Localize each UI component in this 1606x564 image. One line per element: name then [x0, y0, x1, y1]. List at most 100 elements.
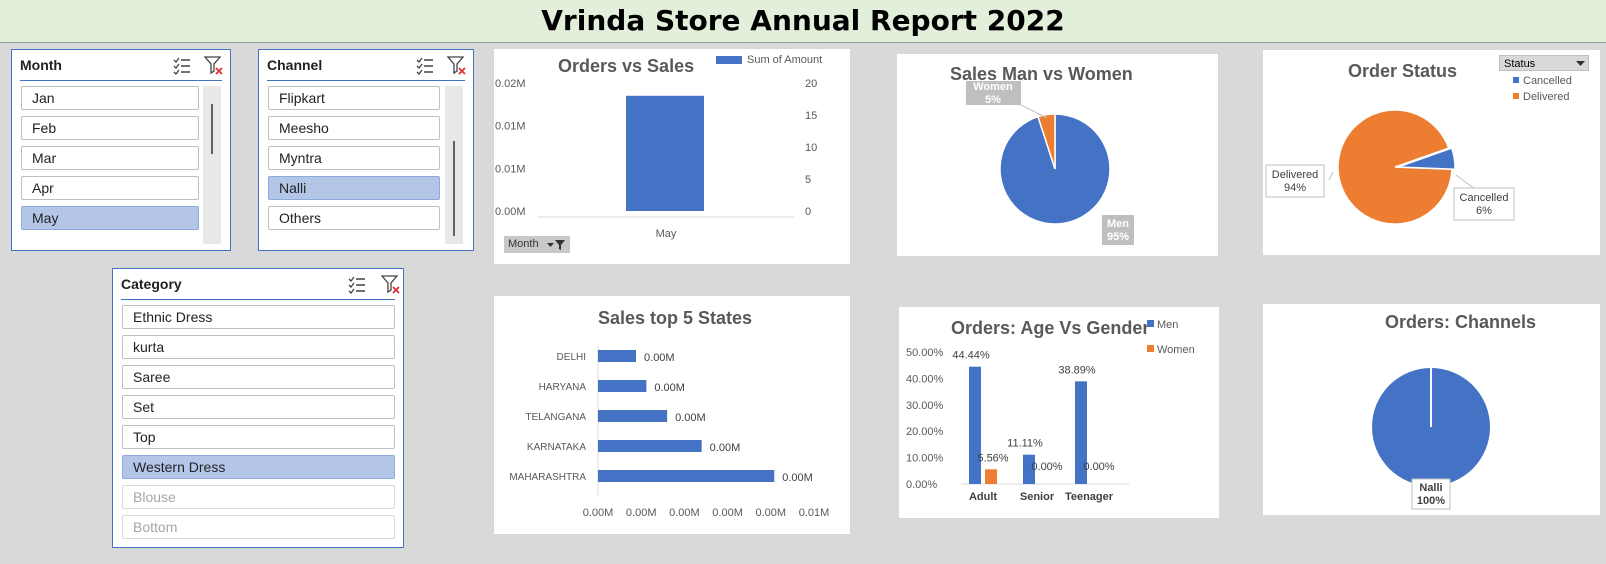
- bar-data-label: 11.11%: [1007, 438, 1043, 450]
- slicer-item-blouse[interactable]: Blouse: [122, 485, 395, 509]
- channel-slicer-items: Flipkart Meesho Myntra Nalli Others: [268, 86, 440, 246]
- x-tick-label: Adult: [969, 491, 997, 503]
- bar-may: [626, 95, 704, 211]
- report-title: Vrinda Store Annual Report 2022: [541, 4, 1065, 37]
- multi-select-icon[interactable]: [347, 274, 367, 294]
- bar-data-label: 0.00%: [1031, 461, 1062, 473]
- state-label: DELHI: [557, 352, 586, 363]
- bar-men-adult: [969, 366, 981, 484]
- channel-slicer[interactable]: Channel Flipkart Meesho Myntra Nalli Others: [258, 49, 474, 251]
- orders-age-gender-chart: Orders: Age Vs Gender Men Women 50.00% 40…: [899, 307, 1219, 518]
- category-slicer[interactable]: Category Ethnic Dress kurta Saree Set Top Wes…: [112, 268, 404, 548]
- dropdown-arrow-icon: [1576, 61, 1585, 66]
- y-tick-left: 0.02M: [495, 78, 526, 90]
- pie-slices: [999, 113, 1111, 225]
- legend-swatch-sum-of-amount: [716, 56, 742, 64]
- x-tick-label: Teenager: [1065, 491, 1114, 503]
- category-slicer-title: Category: [121, 276, 182, 292]
- slicer-item-feb[interactable]: Feb: [21, 116, 199, 140]
- pie-slices: [1337, 109, 1456, 225]
- sales-top5-states-plot: DELHI 0.00M HARYANA 0.00M TELANGANA 0.00M KARN…: [509, 346, 829, 519]
- sales-top5-states-chart: Sales top 5 States DELHI 0.00M HARYANA 0.00…: [494, 296, 850, 534]
- slicer-item-apr[interactable]: Apr: [21, 176, 199, 200]
- legend-swatch-women: [1147, 345, 1154, 352]
- channel-slicer-title: Channel: [267, 57, 323, 73]
- chart-title: Order Status: [1348, 61, 1458, 81]
- multi-select-icon[interactable]: [172, 55, 192, 75]
- bar-data-label: 0.00M: [782, 472, 813, 484]
- channel-slicer-scrollbar[interactable]: [445, 86, 463, 244]
- clear-filter-icon[interactable]: [204, 55, 224, 75]
- data-label-box-men: [1102, 215, 1134, 245]
- bar-data-label: 0.00M: [675, 412, 706, 424]
- y-tick-right: 0: [805, 206, 811, 218]
- clear-filter-icon[interactable]: [381, 274, 401, 294]
- bar-data-label: 0.00M: [644, 352, 675, 364]
- x-tick-label: May: [656, 228, 677, 240]
- state-label: KARNATAKA: [527, 442, 586, 453]
- sales-men-women-chart: Women 5% Men 95% Sales Man vs Women: [897, 54, 1218, 256]
- month-slicer[interactable]: Month Jan Feb Mar Apr May: [11, 49, 231, 251]
- data-label-box-cancelled: [1453, 187, 1515, 221]
- bar-men-senior: [1023, 454, 1035, 484]
- slicer-item-set[interactable]: Set: [122, 395, 395, 419]
- data-label-women: Women 5%: [973, 81, 1013, 106]
- slicer-item-nalli[interactable]: Nalli: [268, 176, 440, 200]
- month-field-button[interactable]: Month: [504, 236, 570, 253]
- slicer-item-may[interactable]: May: [21, 206, 199, 230]
- y-tick-left: 0.01M: [495, 121, 526, 133]
- slicer-item-jan[interactable]: Jan: [21, 86, 199, 110]
- slicer-item-meesho[interactable]: Meesho: [268, 116, 440, 140]
- x-tick-label: Senior: [1020, 491, 1055, 503]
- month-slicer-header: Month: [20, 50, 224, 81]
- bar-maharashtra: [598, 470, 775, 482]
- y-axis-left: 0.02M 0.01M 0.01M 0.00M: [495, 78, 526, 218]
- slicer-item-flipkart[interactable]: Flipkart: [268, 86, 440, 110]
- slicer-item-top[interactable]: Top: [122, 425, 395, 449]
- data-label-cancelled: Cancelled 6%: [1460, 192, 1509, 217]
- x-tick-label: 0.00M: [712, 507, 743, 519]
- data-label-box-nalli: [1411, 478, 1451, 510]
- bar-delhi: [598, 350, 637, 362]
- multi-select-icon[interactable]: [415, 55, 435, 75]
- orders-age-gender-plot: Men Women 50.00% 40.00% 30.00% 20.00% 10.00%…: [906, 319, 1195, 503]
- leader-line-delivered: [1328, 171, 1334, 181]
- order-status-chart: Order Status Status Cancelled Delivered …: [1263, 50, 1600, 255]
- slicer-item-bottom[interactable]: Bottom: [122, 515, 395, 539]
- legend-swatch-delivered: [1513, 93, 1519, 99]
- bar-haryana: [598, 380, 647, 392]
- chart-title: Sales top 5 States: [598, 308, 753, 328]
- y-tick-right: 10: [805, 142, 817, 154]
- bar-data-label: 0.00M: [710, 442, 741, 454]
- orders-vs-sales-plot: Sum of Amount 0.02M 0.01M 0.01M 0.00M 20 15 1…: [495, 54, 822, 240]
- status-legend-filter[interactable]: Status: [1499, 55, 1589, 71]
- slicer-item-ethnic-dress[interactable]: Ethnic Dress: [122, 305, 395, 329]
- month-slicer-items: Jan Feb Mar Apr May: [21, 86, 199, 246]
- month-field-button-label: Month: [508, 238, 539, 250]
- y-tick-label: 50.00%: [906, 347, 944, 359]
- month-slicer-scrollbar[interactable]: [203, 86, 221, 244]
- bar-women-adult: [985, 469, 997, 484]
- slicer-item-myntra[interactable]: Myntra: [268, 146, 440, 170]
- slicer-item-saree[interactable]: Saree: [122, 365, 395, 389]
- data-label-box-delivered: [1265, 164, 1325, 198]
- data-label-men: Men 95%: [1107, 218, 1129, 243]
- bar-telangana: [598, 410, 668, 422]
- slicer-item-mar[interactable]: Mar: [21, 146, 199, 170]
- x-tick-label: 0.00M: [756, 507, 787, 519]
- slicer-item-western-dress[interactable]: Western Dress: [122, 455, 395, 479]
- data-label-nalli: Nalli 100%: [1417, 482, 1445, 507]
- pie-slice-women: [1037, 113, 1056, 170]
- legend-label-delivered: Delivered: [1523, 91, 1569, 103]
- clear-filter-icon[interactable]: [447, 55, 467, 75]
- x-tick-label: 0.00M: [626, 507, 657, 519]
- y-axis-right: 20 15 10 5 0: [805, 78, 817, 218]
- slicer-item-kurta[interactable]: kurta: [122, 335, 395, 359]
- slicer-item-others[interactable]: Others: [268, 206, 440, 230]
- orders-channels-chart: Orders: Channels Nalli 100%: [1263, 304, 1600, 515]
- y-axis: 50.00% 40.00% 30.00% 20.00% 10.00% 0.00%: [906, 347, 944, 491]
- data-label-delivered: Delivered 94%: [1272, 169, 1318, 194]
- orders-channels-plot: Nalli 100%: [1372, 368, 1490, 510]
- bar-data-label: 0.00M: [654, 382, 685, 394]
- y-tick-right: 20: [805, 78, 817, 90]
